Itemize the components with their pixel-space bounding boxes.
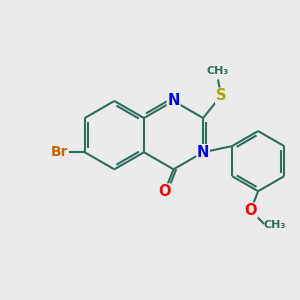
Text: O: O xyxy=(244,203,257,218)
Text: CH₃: CH₃ xyxy=(263,220,286,230)
Text: O: O xyxy=(158,184,171,199)
Text: Br: Br xyxy=(51,145,68,159)
Text: CH₃: CH₃ xyxy=(207,66,229,76)
Text: S: S xyxy=(216,88,226,103)
Text: N: N xyxy=(167,94,180,109)
Text: N: N xyxy=(197,145,209,160)
